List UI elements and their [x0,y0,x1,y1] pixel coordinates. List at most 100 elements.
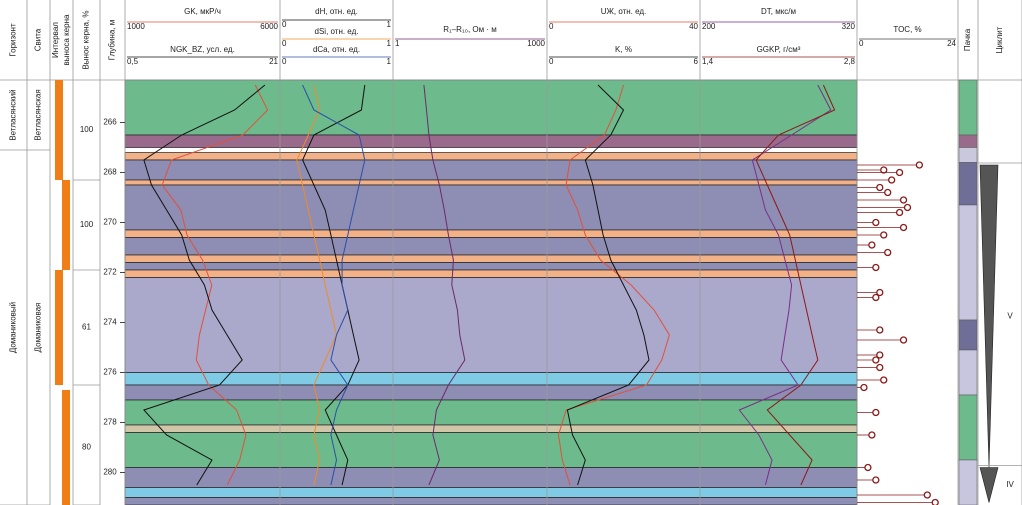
lithology-layer [124,79,858,136]
pachka-unit [958,204,978,321]
toc-point [899,336,908,344]
scale-label: 0 [282,39,287,48]
curve-name: dCa, отн. ед. [313,45,360,54]
curve-name: GK, мкР/ч [184,7,221,16]
scale-label: 6000 [260,22,278,31]
toc-point [903,203,912,212]
curve-name: dSi, отн. ед. [315,27,359,36]
toc-point [872,218,880,227]
toc-point [899,223,908,232]
core-recovery: 100 [80,220,94,229]
lithology-layer [124,424,858,433]
scale-label: 24 [947,39,956,48]
toc-point [872,293,880,302]
curve-name: UЖ, отн. ед. [601,7,647,16]
lithology-layer [124,262,858,271]
scale-label: 320 [842,22,856,31]
log-curve [738,84,832,486]
depth-label: 278 [103,418,117,427]
scale-label: 0 [549,22,554,31]
column-title: Циклит [995,26,1004,53]
lithology-layer [124,152,858,161]
pachka-unit [958,459,978,505]
depth-label: 274 [103,318,117,327]
lithology-layer [124,372,858,386]
log-curve [161,84,269,486]
depth-label: 276 [103,368,117,377]
lithology-layer [124,134,858,148]
pachka-unit [958,162,978,206]
unit-name: Доманиковая [34,303,43,353]
lithology-layer [124,277,858,373]
toc-point [872,408,880,417]
pachka-unit [958,349,978,396]
pachka-unit [958,394,978,461]
core-recovery: 61 [82,323,91,332]
core-interval [62,180,70,270]
scale-label: 2,8 [844,57,856,66]
column-title: Пачка [963,28,972,51]
log-curve [423,84,466,486]
toc-point [876,326,884,334]
log-curve [296,84,338,486]
pachka-unit [958,147,978,163]
toc-point [895,168,904,177]
toc-point [868,431,876,439]
column-title: Горизонт [9,23,18,57]
toc-point [876,363,884,372]
toc-point [876,288,884,297]
scale-label: 1,4 [702,57,714,66]
curve-name: DT, мкс/м [761,7,796,16]
lithology-layer [124,237,858,256]
toc-point [868,241,876,249]
lithology-layer [124,229,858,238]
cyclite-label: V [1007,311,1013,320]
scale-label: 1 [387,57,392,66]
core-interval [55,80,63,180]
cyclite-triangle [979,467,999,503]
depth-label: 268 [103,168,117,177]
lithology-layer [124,432,858,468]
toc-point [899,196,908,204]
log-curve [302,84,366,486]
toc-point [872,263,880,272]
core-recovery: 80 [82,443,91,452]
scale-label: 0 [549,57,554,66]
log-curve [557,84,670,486]
unit-name: Ветласянская [34,89,43,140]
depth-label: 280 [103,468,117,477]
lithology-layer [124,269,858,278]
toc-point [931,498,939,505]
lithology-layer [124,184,858,231]
toc-point [880,166,888,174]
curve-name: K, % [615,45,632,54]
scale-label: 1000 [127,22,145,31]
scale-label: 1 [387,39,392,48]
log-curve [566,84,650,486]
curve-name: GGKP, г/см³ [757,45,801,54]
pachka-unit [958,134,978,148]
curve-name: TOC, % [893,25,921,34]
column-title: Глубина, м [108,20,117,61]
toc-point [888,176,896,184]
scale-label: 200 [702,22,716,31]
core-interval [62,390,70,505]
toc-point [884,248,892,257]
lithology-layer [124,497,858,505]
curve-name: NGK_BZ, усл. ед. [170,45,235,54]
scale-label: 1 [387,20,392,29]
scale-label: 0 [859,39,864,48]
toc-point [880,231,888,239]
column-title: Вынос керна, % [82,10,91,69]
toc-point [876,183,884,192]
cyclite-label: IV [1006,480,1014,489]
pachka-unit [958,319,978,351]
toc-point [876,351,884,359]
scale-label: 1 [395,39,400,48]
curve-name: dH, отн. ед. [315,7,358,16]
scale-label: 21 [269,57,278,66]
toc-point [880,376,888,384]
lithology-layer [124,179,858,186]
lithology-layer [124,254,858,263]
core-recovery: 100 [80,125,94,134]
